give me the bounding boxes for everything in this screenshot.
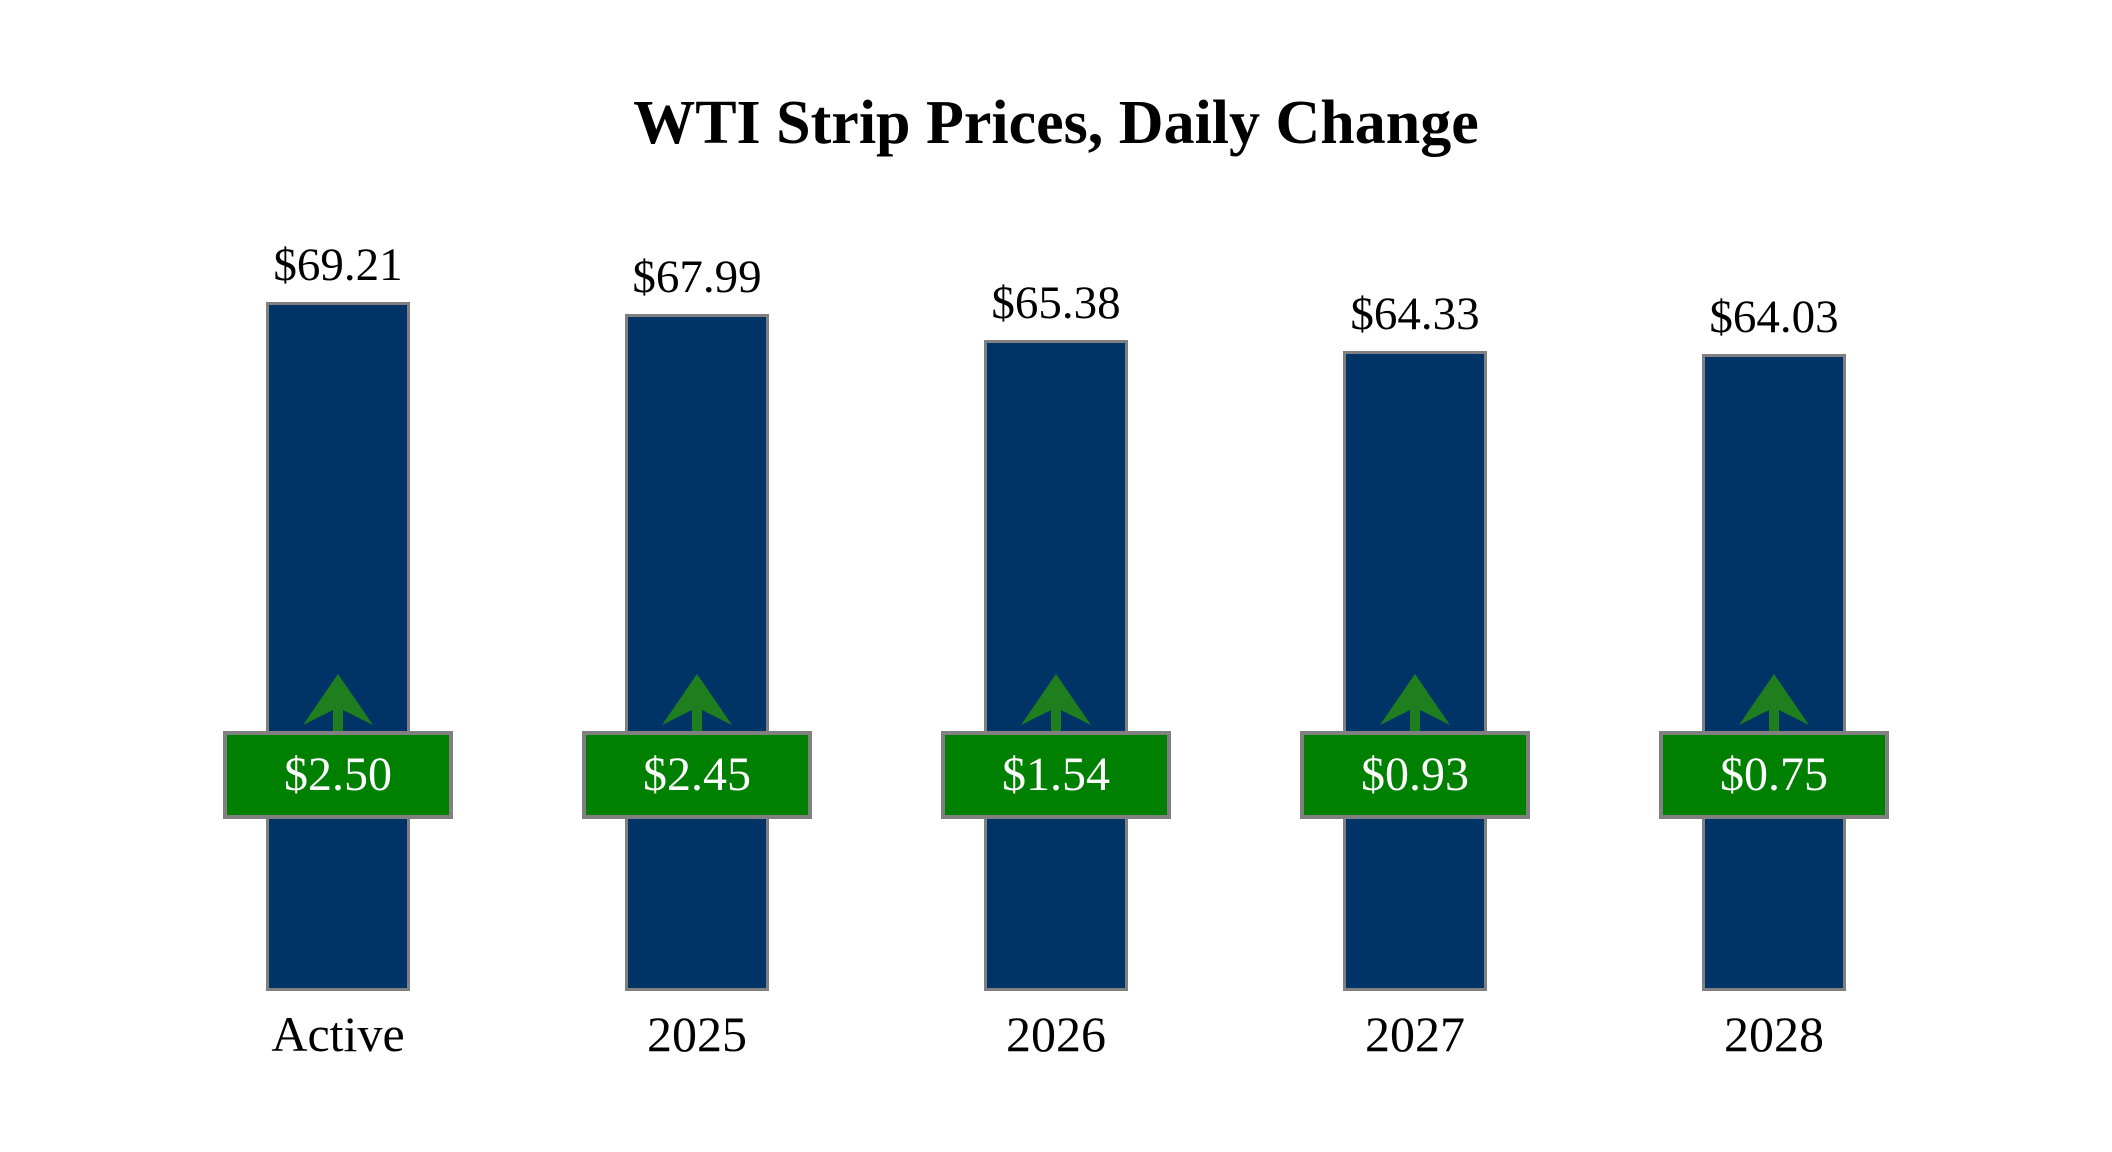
change-label: $1.54 <box>1002 748 1110 801</box>
price-label: $64.03 <box>1709 291 1839 344</box>
daily-change-badge: $2.50 <box>223 731 453 819</box>
bar <box>625 314 769 991</box>
change-label: $2.50 <box>284 748 392 801</box>
bar <box>984 340 1128 991</box>
up-arrow-icon <box>303 674 373 731</box>
daily-change-badge: $1.54 <box>941 731 1171 819</box>
bar-group-2026: $65.38 $1.54 2026 <box>876 0 1236 1152</box>
daily-change-badge: $2.45 <box>582 731 812 819</box>
category-label: Active <box>271 1006 405 1062</box>
category-label: 2025 <box>647 1006 747 1062</box>
daily-change-badge: $0.93 <box>1300 731 1530 819</box>
change-label: $0.75 <box>1720 748 1828 801</box>
up-arrow-icon <box>1380 674 1450 731</box>
category-label: 2028 <box>1724 1006 1824 1062</box>
up-arrow-icon <box>662 674 732 731</box>
price-label: $65.38 <box>991 277 1121 330</box>
bar-group-2027: $64.33 $0.93 2027 <box>1235 0 1595 1152</box>
daily-change-badge: $0.75 <box>1659 731 1889 819</box>
change-label: $2.45 <box>643 748 751 801</box>
price-label: $69.21 <box>273 239 403 292</box>
category-label: 2027 <box>1365 1006 1465 1062</box>
up-arrow-icon <box>1021 674 1091 731</box>
chart-title: WTI Strip Prices, Daily Change <box>633 89 1479 157</box>
change-label: $0.93 <box>1361 748 1469 801</box>
price-label: $64.33 <box>1350 288 1480 341</box>
bar <box>1702 354 1846 991</box>
bar-group-active: $69.21 $2.50 Active <box>158 0 518 1152</box>
price-label: $67.99 <box>632 251 762 304</box>
bar-group-2025: $67.99 $2.45 2025 <box>517 0 877 1152</box>
bar-group-2028: $64.03 $0.75 2028 <box>1594 0 1954 1152</box>
category-label: 2026 <box>1006 1006 1106 1062</box>
bar <box>1343 351 1487 991</box>
up-arrow-icon <box>1739 674 1809 731</box>
bar <box>266 302 410 991</box>
